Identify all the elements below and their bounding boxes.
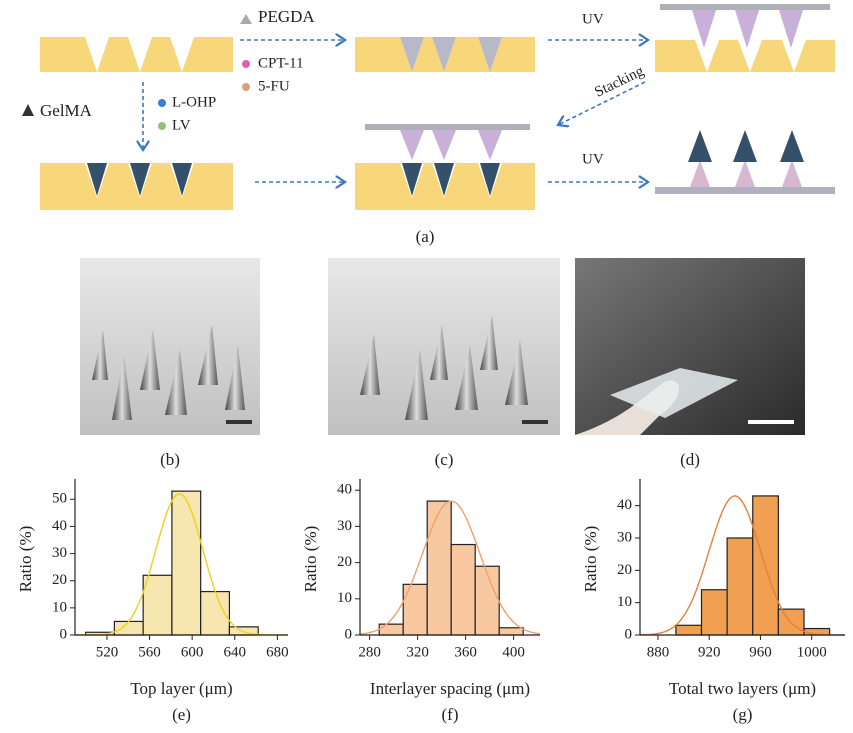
y-tick-label: 10 — [617, 594, 632, 610]
diagram: PEGDA CPT-11 5-FU UV Stacking GelMA L-OH… — [22, 4, 835, 246]
scale-bar — [522, 420, 548, 424]
label: L-OHP — [172, 94, 216, 110]
y-tick-label: 20 — [337, 554, 352, 570]
bar — [403, 584, 427, 635]
y-axis-label: Ratio (%) — [301, 526, 320, 593]
dot-icon — [242, 83, 250, 91]
label: LV — [172, 117, 191, 133]
bar — [379, 624, 403, 635]
y-tick-label: 30 — [617, 529, 632, 545]
panel-label: (f) — [442, 705, 459, 724]
tips — [400, 130, 502, 160]
backing — [365, 124, 530, 130]
tips — [692, 10, 803, 48]
y-tick-label: 30 — [337, 518, 352, 534]
y-tick-label: 40 — [617, 497, 632, 513]
y-tick-label: 0 — [345, 626, 353, 642]
x-tick-label: 600 — [181, 644, 204, 660]
panel-label: (d) — [680, 450, 700, 469]
label: UV — [582, 151, 604, 167]
dot-icon — [242, 60, 250, 68]
triangle-icon — [22, 104, 34, 116]
panel-label: (b) — [160, 450, 180, 469]
x-tick-label: 1000 — [797, 644, 827, 660]
scale-bar — [226, 420, 252, 424]
dot-icon — [158, 99, 166, 107]
y-tick-label: 40 — [337, 482, 352, 498]
label: PEGDA — [258, 7, 315, 26]
bar — [727, 538, 753, 635]
backing — [655, 187, 835, 194]
y-axis-label: Ratio (%) — [16, 526, 35, 593]
y-tick-label: 40 — [52, 518, 67, 534]
label: 5-FU — [258, 78, 290, 94]
scale-bar — [748, 420, 794, 424]
x-tick-label: 640 — [224, 644, 247, 660]
x-tick-label: 880 — [647, 644, 670, 660]
bar — [475, 566, 499, 635]
y-tick-label: 20 — [52, 572, 67, 588]
bar — [114, 621, 143, 635]
y-axis-label: Ratio (%) — [581, 526, 600, 593]
label: CPT-11 — [258, 55, 304, 71]
triangle-icon — [240, 14, 252, 24]
y-tick-label: 50 — [52, 491, 67, 507]
bar — [172, 491, 201, 635]
bar — [143, 575, 172, 635]
bar — [451, 545, 475, 635]
panel-label: (e) — [172, 705, 191, 724]
x-tick-label: 520 — [96, 644, 119, 660]
y-tick-label: 0 — [60, 626, 68, 642]
y-tick-label: 10 — [52, 599, 67, 615]
x-tick-label: 320 — [406, 644, 429, 660]
x-tick-label: 400 — [502, 644, 525, 660]
x-tick-label: 920 — [698, 644, 721, 660]
y-tick-label: 0 — [625, 626, 633, 642]
y-tick-label: 30 — [52, 545, 67, 561]
bar — [427, 501, 451, 635]
x-tick-label: 680 — [266, 644, 289, 660]
mold — [40, 37, 233, 72]
x-axis-label: Total two layers (μm) — [669, 679, 816, 698]
x-tick-label: 960 — [749, 644, 772, 660]
panel-label: (c) — [435, 450, 454, 469]
x-axis-label: Interlayer spacing (μm) — [370, 679, 530, 698]
bar — [676, 625, 702, 635]
backing — [660, 4, 830, 10]
bar — [702, 590, 728, 635]
x-axis-label: Top layer (μm) — [130, 679, 232, 698]
label: UV — [582, 11, 604, 27]
x-tick-label: 360 — [454, 644, 477, 660]
figure: PEGDA CPT-11 5-FU UV Stacking GelMA L-OH… — [0, 0, 853, 733]
panel-label: (g) — [733, 705, 753, 724]
panel-label: (a) — [416, 227, 435, 246]
microneedles — [688, 130, 804, 187]
y-tick-label: 10 — [337, 590, 352, 606]
bar — [499, 628, 523, 635]
mold — [655, 40, 835, 72]
x-tick-label: 280 — [358, 644, 381, 660]
photos: (b) (c) (d) — [80, 258, 805, 469]
y-tick-label: 20 — [617, 562, 632, 578]
label: GelMA — [40, 101, 93, 120]
photo — [575, 258, 805, 435]
dot-icon — [158, 122, 166, 130]
x-tick-label: 560 — [138, 644, 161, 660]
